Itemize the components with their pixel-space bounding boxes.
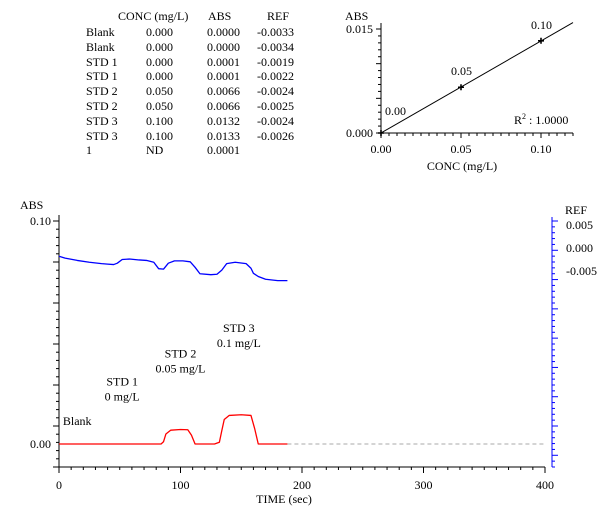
ref-series-line [58,255,288,282]
table-cell: 0.000 [146,25,173,39]
peak-annotation: STD 2 [165,347,197,361]
table-cell: STD 1 [86,54,118,69]
cal-point-label: 0.05 [451,64,472,78]
cal-point [538,37,544,44]
table-cell: 0.100 [146,113,173,128]
table-cell: STD 3 [86,128,118,143]
cal-y-tick-label: 0.000 [346,126,373,140]
table-cell: 0.0066 [207,99,240,113]
cal-point-label: 0.00 [385,104,406,118]
time-y-tick-label: 0.10 [30,214,51,228]
table-cell: -0.0024 [257,113,294,128]
time-x-tick-label: 0 [56,478,62,492]
time-y-tick-label: 0.00 [30,437,51,451]
table-cell: -0.0025 [257,99,294,113]
table-cell: 1 [86,143,92,158]
table-cell: Blank [86,39,115,54]
time-y-label: ABS [20,198,43,212]
table-cell: ND [146,143,164,158]
time-x-label: TIME (sec) [256,492,312,506]
cal-point-label: 0.10 [531,18,552,32]
table-header: ABS [208,9,232,23]
table-cell: STD 3 [86,113,118,128]
table-cell: 0.0066 [207,84,240,99]
time-x-tick-label: 100 [172,478,190,492]
table-cell: 0.0000 [207,39,240,54]
table-cell: 0.0001 [207,69,240,84]
table-cell: -0.0034 [257,39,294,54]
cal-point [458,84,464,91]
table-cell: 0.0001 [207,143,240,158]
table-cell: -0.0024 [257,84,294,99]
table-cell: 0.0133 [207,128,240,143]
peak-annotation: Blank [63,414,92,428]
peak-annotation: 0.05 mg/L [156,362,206,376]
table-header: REF [267,9,290,23]
table-cell: -0.0022 [257,69,294,84]
table-cell: STD 2 [86,84,118,99]
ref-label: REF [565,203,587,217]
cal-x-tick-label: 0.05 [451,142,472,156]
table-cell: 0.100 [146,128,173,143]
table-cell: STD 2 [86,99,118,113]
time-x-tick-label: 300 [415,478,433,492]
ref-tick-label: 0.005 [566,218,593,232]
ref-tick-label: -0.005 [566,264,597,278]
cal-x-tick-label: 0.10 [531,142,552,156]
table-cell: 0.0001 [207,54,240,69]
table-cell: 0.000 [146,69,173,84]
time-x-tick-label: 200 [293,478,311,492]
cal-x-tick-label: 0.00 [371,142,392,156]
table-cell: 0.050 [146,84,173,99]
cal-y-tick-label: 0.015 [346,22,373,36]
r2-text: R [514,113,522,127]
table-cell: Blank [86,25,115,39]
table-cell: 0.0132 [207,113,240,128]
r2-label: R2 : 1.0000 [514,112,568,127]
table-cell: 0.000 [146,39,173,54]
table-cell: 0.000 [146,54,173,69]
cal-point [378,130,384,136]
abs-series-line [59,414,288,445]
cal-y-label: ABS [345,9,368,23]
cal-x-label: CONC (mg/L) [427,159,497,173]
ref-tick-label: 0.000 [566,241,593,255]
table-cell: STD 1 [86,69,118,84]
peak-annotation: 0 mg/L [105,390,140,404]
peak-annotation: STD 3 [223,321,255,335]
r2-value: : 1.0000 [526,113,568,127]
table-cell: 0.0000 [207,25,240,39]
peak-annotation: STD 1 [106,375,138,389]
peak-annotation: 0.1 mg/L [217,336,261,350]
table-cell: 0.050 [146,99,173,113]
table-cell: -0.0033 [257,25,294,39]
table-cell: -0.0019 [257,54,294,69]
table-header: CONC (mg/L) [118,9,189,23]
table-cell: -0.0026 [257,128,294,143]
time-x-tick-label: 400 [536,478,554,492]
r2-sup: 2 [522,112,526,121]
